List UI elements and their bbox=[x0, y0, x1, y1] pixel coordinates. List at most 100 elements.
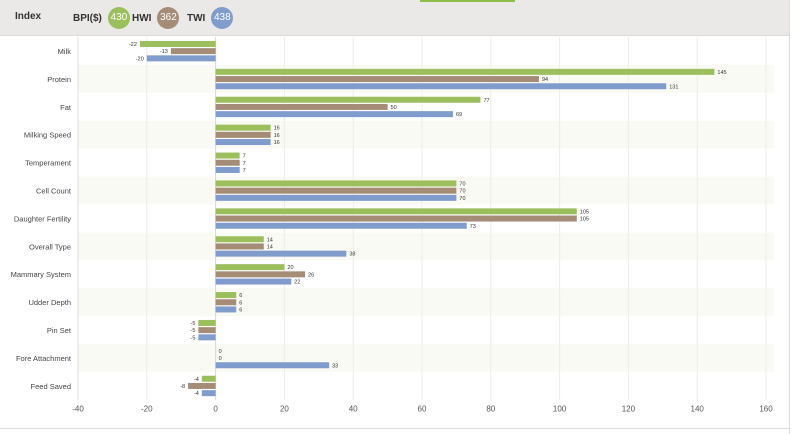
data-label: 16 bbox=[274, 126, 280, 132]
bar-bpi bbox=[201, 375, 216, 382]
data-label: -5 bbox=[191, 335, 196, 341]
data-label: 7 bbox=[243, 154, 246, 160]
data-label: 77 bbox=[483, 98, 489, 104]
header-bar: Index BPI($) 430 HWI 362 TWI 438 bbox=[0, 0, 790, 36]
category-label: Cell Count bbox=[36, 186, 72, 195]
category-label: Pin Set bbox=[47, 326, 72, 335]
x-tick-label: 80 bbox=[486, 405, 495, 414]
data-label: 145 bbox=[717, 70, 726, 76]
bar-bpi bbox=[215, 236, 264, 243]
bar-hwi bbox=[215, 76, 539, 83]
data-label: 105 bbox=[580, 209, 589, 215]
bar-bpi bbox=[198, 319, 216, 326]
x-tick-label: 40 bbox=[349, 405, 358, 414]
bar-bpi bbox=[215, 180, 457, 187]
data-label: 0 bbox=[219, 349, 222, 355]
data-label: 38 bbox=[349, 252, 355, 258]
data-label: 94 bbox=[542, 77, 548, 83]
data-label: 16 bbox=[274, 140, 280, 146]
bar-twi bbox=[215, 111, 453, 118]
x-tick-label: 0 bbox=[213, 405, 218, 414]
legend-hwi-badge: 362 bbox=[157, 7, 180, 29]
data-label: 70 bbox=[459, 189, 465, 195]
category-label: Daughter Fertility bbox=[14, 214, 71, 223]
data-label: -22 bbox=[129, 42, 137, 48]
data-label: 14 bbox=[267, 244, 273, 250]
x-tick-label: 160 bbox=[759, 405, 773, 414]
category-label: Milking Speed bbox=[24, 131, 71, 140]
row-band bbox=[78, 288, 774, 316]
data-label: -4 bbox=[194, 377, 199, 383]
row-band bbox=[78, 232, 774, 261]
bar-twi bbox=[215, 306, 237, 313]
bar-twi bbox=[146, 55, 216, 62]
bar-hwi bbox=[215, 215, 577, 222]
bar-twi bbox=[198, 334, 216, 341]
bar-hwi bbox=[215, 187, 457, 194]
legend-hwi-label: HWI bbox=[132, 12, 152, 24]
bar-twi bbox=[215, 166, 240, 173]
bar-hwi bbox=[215, 243, 264, 250]
x-tick-label: -20 bbox=[141, 405, 153, 414]
bar-hwi bbox=[198, 327, 216, 334]
data-label: 70 bbox=[459, 181, 465, 187]
bar-twi bbox=[215, 83, 667, 90]
x-tick-label: 140 bbox=[691, 405, 705, 414]
x-tick-label: 20 bbox=[280, 405, 289, 414]
category-label: Milk bbox=[58, 47, 72, 56]
bar-bpi bbox=[215, 68, 715, 75]
x-tick-label: 100 bbox=[553, 405, 567, 414]
bar-chart: -40 -20 0 20 40 60 80 100 120 140 160Milk-22-13-20… bbox=[11, 37, 774, 414]
legend-bpi[interactable]: BPI($) 430 bbox=[73, 7, 130, 29]
legend-twi[interactable]: TWI 438 bbox=[187, 7, 234, 29]
x-tick-label: 60 bbox=[418, 405, 427, 414]
data-label: 7 bbox=[243, 168, 246, 174]
bar-bpi bbox=[215, 124, 271, 131]
data-label: 69 bbox=[456, 112, 462, 118]
data-label: 6 bbox=[239, 300, 242, 306]
category-label: Overall Type bbox=[29, 242, 71, 251]
bar-twi bbox=[215, 250, 347, 257]
data-label: 20 bbox=[287, 265, 293, 271]
data-label: 73 bbox=[470, 224, 476, 230]
row-band bbox=[78, 343, 774, 372]
bar-bpi bbox=[215, 292, 237, 299]
x-tick-label: 120 bbox=[622, 405, 636, 414]
bar-hwi bbox=[188, 382, 216, 389]
data-label: -4 bbox=[194, 391, 199, 397]
bar-bpi bbox=[215, 208, 577, 215]
bar-twi bbox=[215, 139, 271, 146]
divider bbox=[789, 0, 790, 434]
bar-bpi bbox=[139, 40, 216, 47]
bar-twi bbox=[215, 222, 467, 229]
index-label: Index bbox=[15, 11, 42, 22]
data-label: 14 bbox=[267, 237, 273, 243]
category-label: Udder Depth bbox=[28, 298, 71, 307]
data-label: 131 bbox=[669, 84, 678, 90]
category-label: Temperament bbox=[25, 159, 72, 168]
data-label: 7 bbox=[243, 161, 246, 167]
bar-hwi bbox=[215, 299, 237, 306]
legend-twi-label: TWI bbox=[187, 12, 206, 24]
divider bbox=[0, 428, 790, 429]
category-label: Protein bbox=[47, 75, 71, 84]
category-label: Fore Attachment bbox=[16, 354, 72, 363]
data-label: -13 bbox=[160, 49, 168, 55]
data-label: 22 bbox=[294, 280, 300, 286]
data-label: -5 bbox=[191, 328, 196, 334]
legend-hwi[interactable]: HWI 362 bbox=[132, 7, 180, 29]
data-label: 26 bbox=[308, 272, 314, 278]
legend-bpi-badge: 430 bbox=[107, 7, 130, 29]
bar-hwi bbox=[215, 103, 388, 110]
legend-bpi-label: BPI($) bbox=[73, 12, 102, 24]
bar-bpi bbox=[215, 152, 240, 159]
data-label: -8 bbox=[180, 384, 185, 390]
category-label: Feed Saved bbox=[31, 382, 71, 391]
row-band bbox=[78, 120, 774, 149]
bar-twi bbox=[201, 390, 216, 397]
data-label: 50 bbox=[391, 105, 397, 111]
bar-bpi bbox=[215, 264, 285, 271]
bar-twi bbox=[215, 194, 457, 201]
data-label: 33 bbox=[332, 363, 338, 369]
data-label: 6 bbox=[239, 293, 242, 299]
